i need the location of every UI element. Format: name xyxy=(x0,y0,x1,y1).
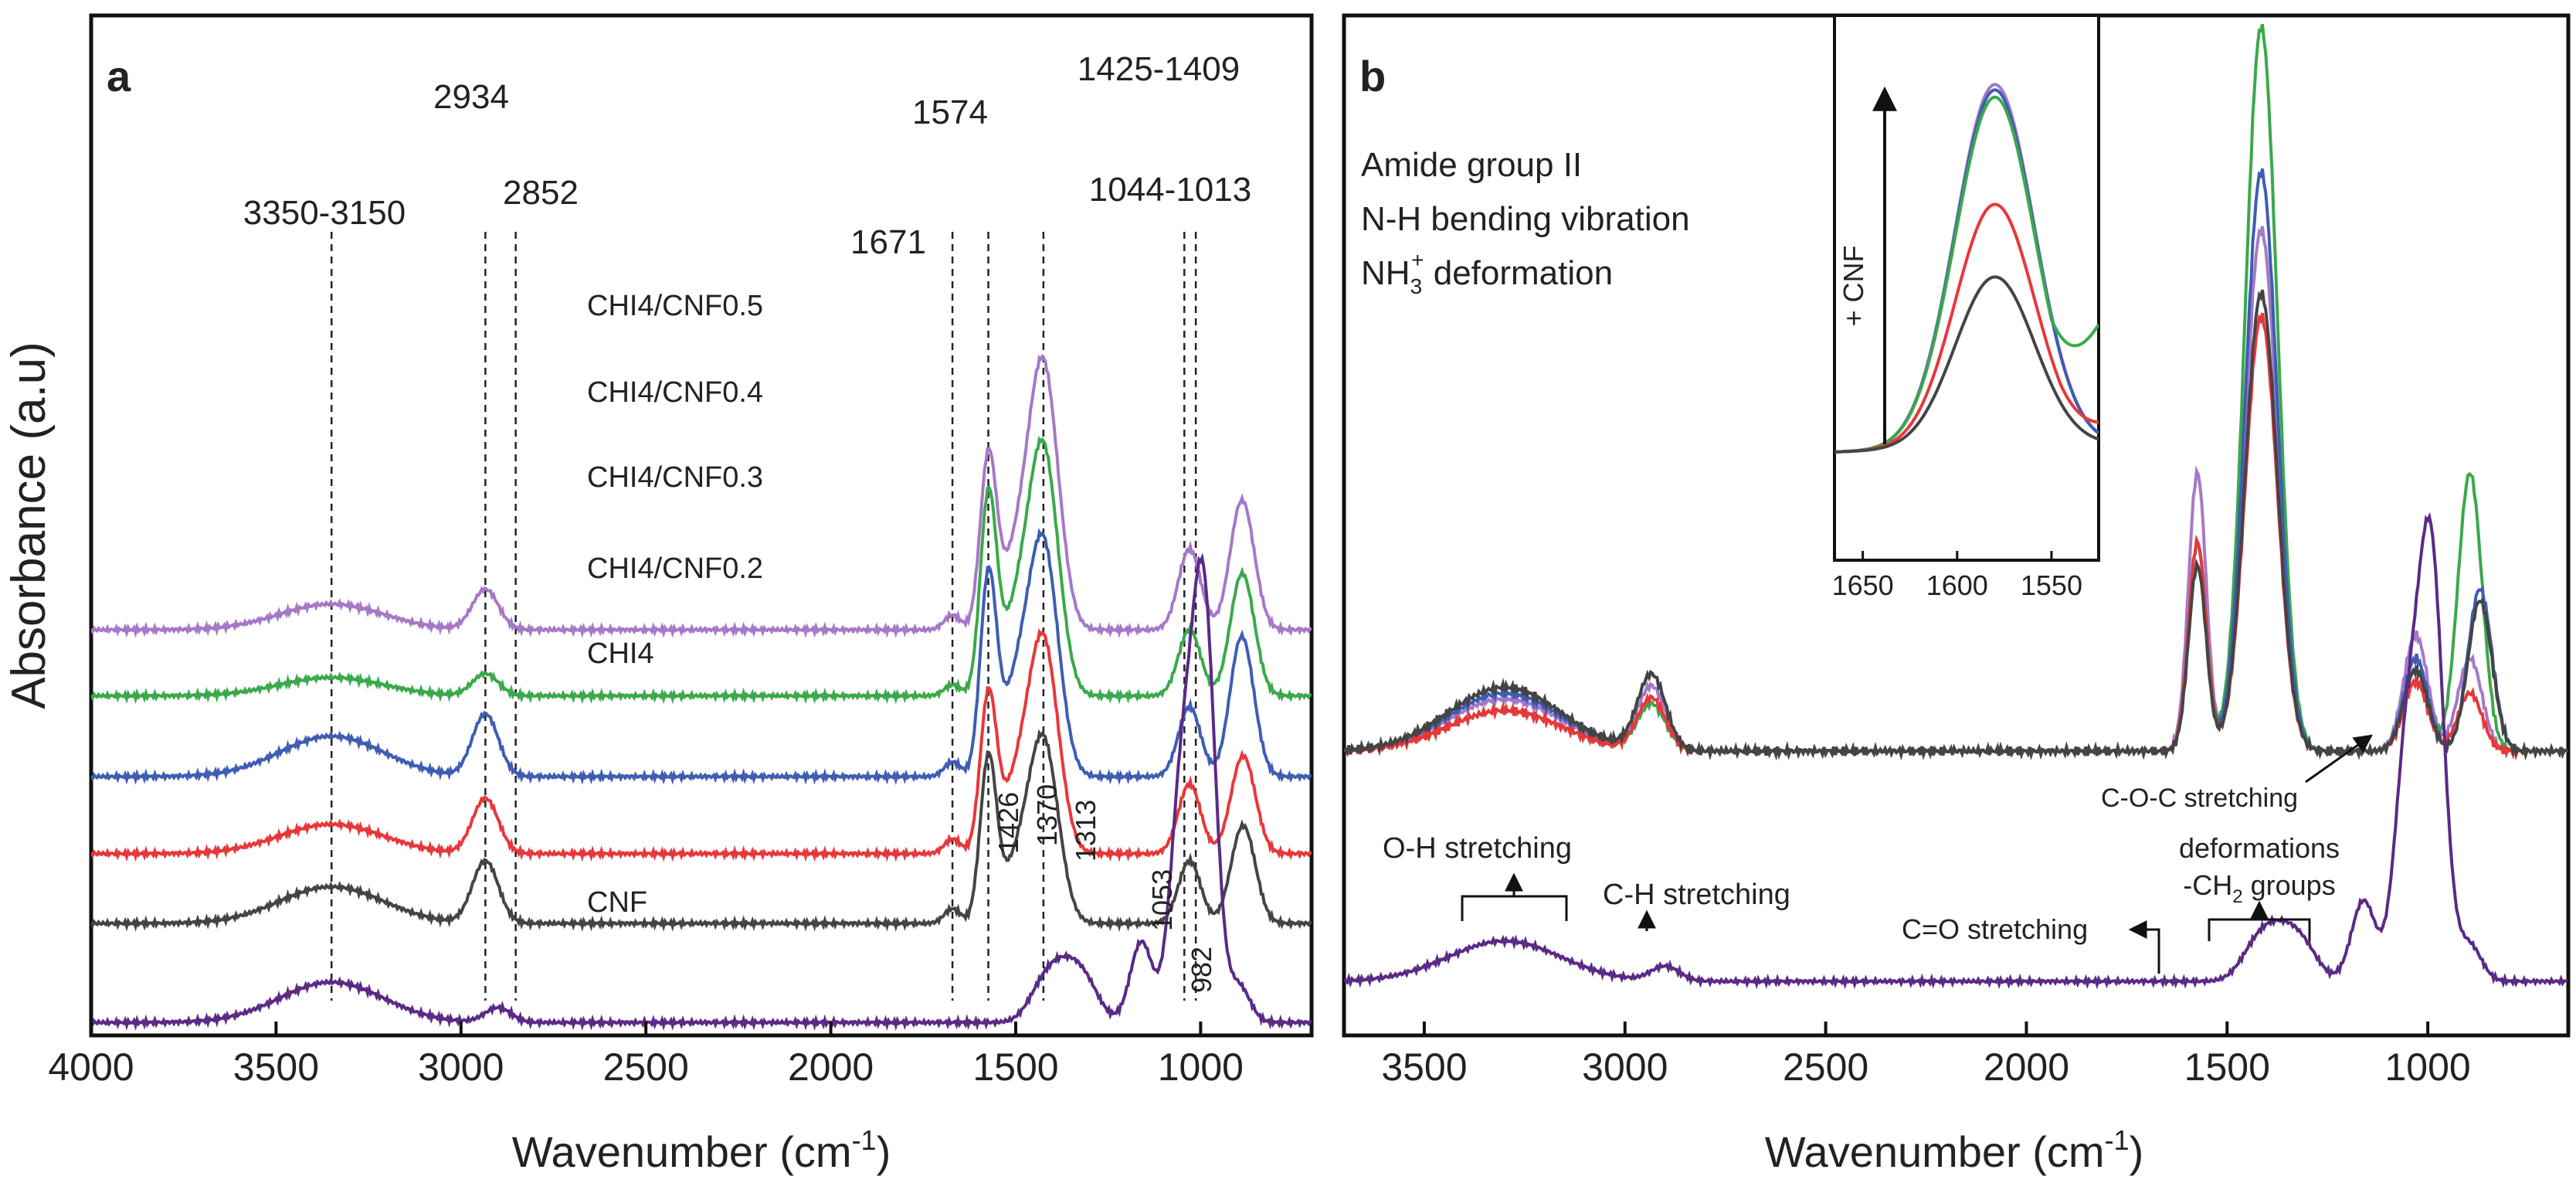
series-label-chi4-cnf0-4: CHI4/CNF0.4 xyxy=(587,376,763,409)
panel-a-tick-label-4000: 4000 xyxy=(48,1045,134,1089)
panel-a-tick-label-3500: 3500 xyxy=(233,1045,319,1089)
panel-a-line-chi4-cnf0-2 xyxy=(91,628,1312,862)
panel-a-tick-label-1000: 1000 xyxy=(1158,1045,1244,1089)
co-arrow xyxy=(2128,920,2160,974)
panel-a-line-chi4-cnf0-3 xyxy=(91,528,1312,786)
cnf-peak-1370: 1370 xyxy=(1031,784,1063,846)
panel-b-tick-label-1500: 1500 xyxy=(2184,1045,2270,1089)
panel-b-tick-label-2500: 2500 xyxy=(1783,1045,1868,1089)
panel-a-tick-label-1500: 1500 xyxy=(972,1045,1058,1089)
inset-tick-label-1600: 1600 xyxy=(1926,569,1988,601)
panel-b: b 3500 3000 2500 2000 1500 1000 Amide group I… xyxy=(1342,13,2571,1176)
peak-label-1574: 1574 xyxy=(912,93,988,131)
inset-tick-label-1550: 1550 xyxy=(2021,569,2082,601)
coc-stretching-label: C-O-C stretching xyxy=(2101,784,2298,813)
series-label-chi4-cnf0-5: CHI4/CNF0.5 xyxy=(587,290,763,322)
y-axis-label: Absorbance (a.u) xyxy=(2,342,56,709)
panel-a-frame xyxy=(89,13,1314,1038)
coc-arrow xyxy=(2305,734,2373,784)
panel-a-x-ticks: 4000 3500 3000 2500 2000 1500 1000 xyxy=(48,1022,1244,1089)
panel-a-tick-label-3000: 3000 xyxy=(418,1045,504,1089)
inset-x-ticks: 1650 1600 1550 xyxy=(1832,551,2082,601)
panel-b-line-cnf xyxy=(1344,512,2568,990)
deformations-label: deformations xyxy=(2179,832,2340,864)
peak-label-3350-3150: 3350-3150 xyxy=(243,194,406,232)
cnf-peak-982: 982 xyxy=(1186,947,1217,993)
series-label-cnf: CNF xyxy=(587,886,647,919)
peak-label-1044-1013: 1044-1013 xyxy=(1089,171,1251,209)
inset-tick-label-1650: 1650 xyxy=(1832,569,1894,601)
ch-stretching-label: C-H stretching xyxy=(1603,879,1790,911)
panel-b-x-ticks: 3500 3000 2500 2000 1500 1000 xyxy=(1381,1022,2471,1089)
amide-group-text: Amide group II xyxy=(1361,146,1582,184)
inset-line-chi4 xyxy=(1834,275,2099,454)
panel-a-letter: a xyxy=(107,52,131,100)
peak-label-2934: 2934 xyxy=(433,78,509,116)
oh-stretching-label: O-H stretching xyxy=(1383,832,1572,865)
panel-a-x-axis-label: Wavenumber (cm-1) xyxy=(512,1124,891,1176)
series-label-chi4: CHI4 xyxy=(587,637,654,670)
panel-a-line-chi4-cnf0-5 xyxy=(91,354,1312,639)
ch2-groups-label: -CH2 groups xyxy=(2183,869,2335,907)
peak-label-2852: 2852 xyxy=(503,174,579,212)
panel-a-series xyxy=(91,354,1312,1032)
panel-a-line-chi4 xyxy=(91,729,1312,933)
nh3-deformation-text: NH3+ deformation xyxy=(1361,248,1613,298)
panel-b-tick-label-3500: 3500 xyxy=(1381,1045,1467,1089)
panel-b-tick-label-2000: 2000 xyxy=(1984,1045,2069,1089)
oh-bracket xyxy=(1461,895,1568,921)
inset-frame xyxy=(1833,14,2100,562)
nh-bending-text: N-H bending vibration xyxy=(1361,200,1690,238)
panel-a: a 4000 3500 3000 2500 2000 1500 1000 3350-3150… xyxy=(48,13,1314,1176)
panel-b-x-axis-label: Wavenumber (cm-1) xyxy=(1765,1124,2143,1176)
co-stretching-label: C=O stretching xyxy=(1902,913,2088,945)
panel-b-tick-label-3000: 3000 xyxy=(1582,1045,1668,1089)
panel-b-tick-label-1000: 1000 xyxy=(2384,1045,2470,1089)
panel-a-tick-label-2000: 2000 xyxy=(788,1045,874,1089)
panel-b-letter: b xyxy=(1359,52,1386,100)
panel-a-tick-label-2500: 2500 xyxy=(603,1045,689,1089)
inset-series xyxy=(1834,83,2099,454)
inset: 1650 1600 1550 + CNF xyxy=(1832,14,2100,601)
inset-cnf-label: + CNF xyxy=(1838,245,1869,326)
cnf-peak-1426: 1426 xyxy=(993,792,1024,854)
cnf-peak-1053: 1053 xyxy=(1146,869,1178,931)
panel-a-line-cnf xyxy=(91,552,1312,1032)
series-label-chi4-cnf0-3: CHI4/CNF0.3 xyxy=(587,461,763,494)
peak-label-1671: 1671 xyxy=(850,223,926,261)
series-label-chi4-cnf0-2: CHI4/CNF0.2 xyxy=(587,552,763,585)
peak-label-1425-1409: 1425-1409 xyxy=(1078,50,1240,88)
cnf-peak-1313: 1313 xyxy=(1070,800,1101,862)
panel-a-line-chi4-cnf0-4 xyxy=(91,435,1312,705)
